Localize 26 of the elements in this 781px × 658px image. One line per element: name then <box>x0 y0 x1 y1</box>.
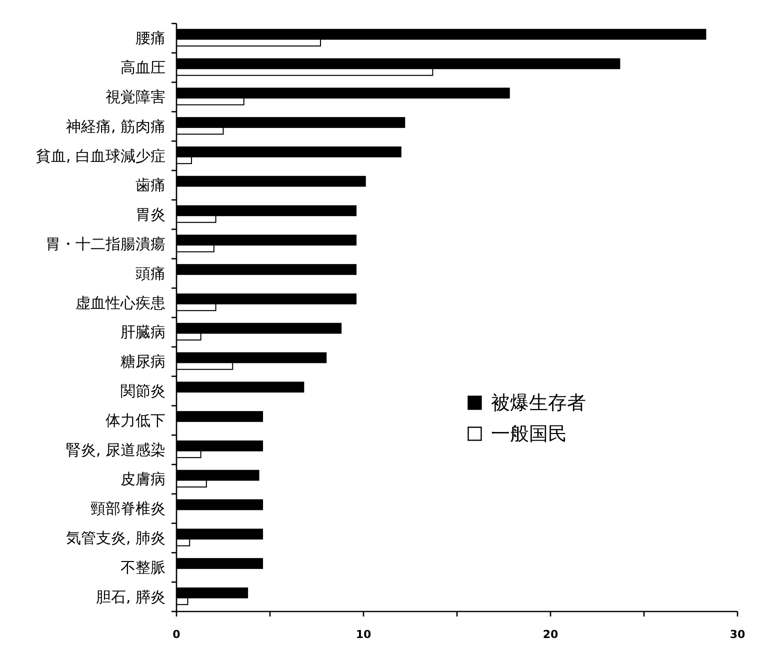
category-label: 胃・十二指腸潰瘍 <box>46 235 166 253</box>
category-label: 皮膚病 <box>120 470 166 488</box>
category-label: 胃炎 <box>136 206 166 224</box>
category-label: 関節炎 <box>120 382 166 400</box>
category-label: 高血圧 <box>120 58 166 77</box>
legend-label: 一般国民 <box>491 422 568 445</box>
category-label: 貧血, 白血球減少症 <box>36 146 166 165</box>
category-label: 胆石, 膵炎 <box>96 588 166 606</box>
category-label: 不整脈 <box>120 558 166 576</box>
category-label: 肝臓病 <box>120 323 166 342</box>
category-label: 気管支炎, 肺炎 <box>66 529 166 547</box>
category-label: 腰痛 <box>136 29 166 48</box>
category-label: 視覚障害 <box>106 88 166 106</box>
category-label: 虚血性心疾患 <box>76 294 166 312</box>
tick-label: 30 <box>730 628 746 641</box>
category-label: 神経痛, 筋肉痛 <box>66 117 166 136</box>
category-label: 体力低下 <box>106 411 166 430</box>
category-label: 腎炎, 尿道感染 <box>66 440 166 459</box>
tick-label: 0 <box>172 628 180 641</box>
legend-label: 被爆生存者 <box>491 392 586 414</box>
category-label: 歯痛 <box>136 176 166 194</box>
tick-label: 10 <box>356 628 372 641</box>
category-label: 頭痛 <box>136 264 166 282</box>
category-label: 頸部脊椎炎 <box>90 500 166 518</box>
tick-label: 20 <box>542 628 558 641</box>
category-label: 糖尿病 <box>120 352 166 371</box>
